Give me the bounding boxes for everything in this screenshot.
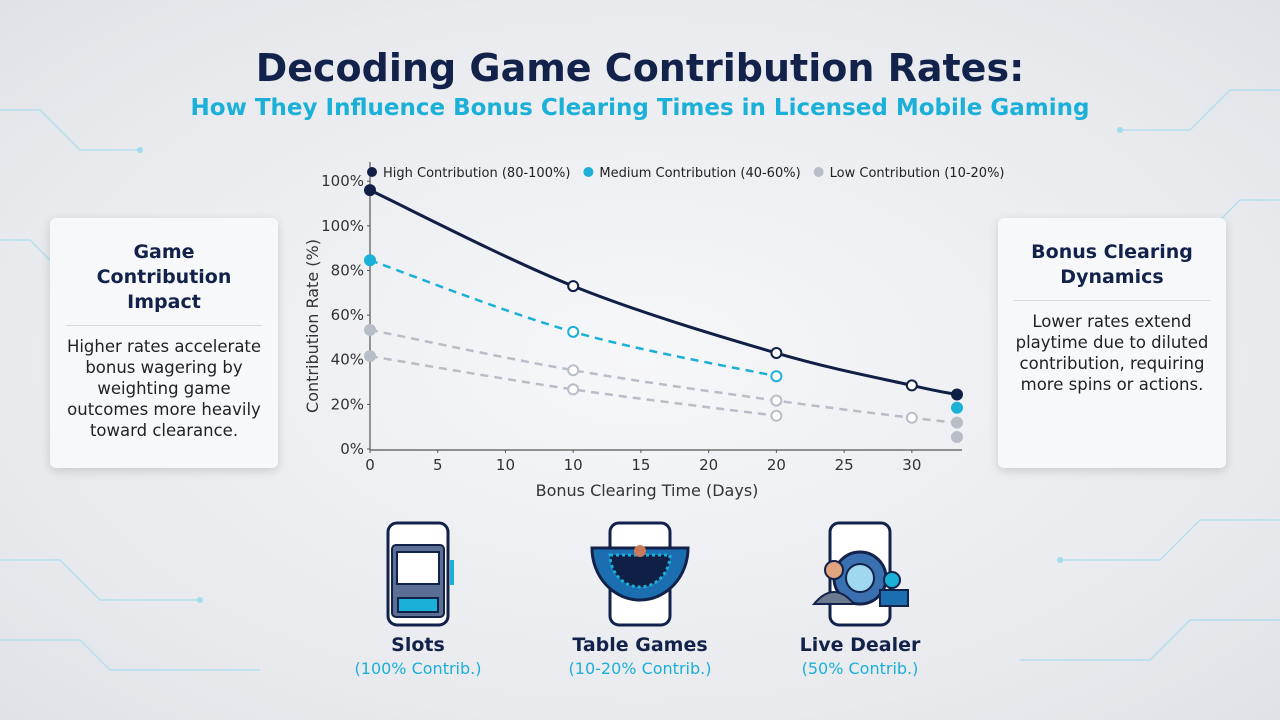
data-point: [905, 379, 918, 392]
slots-icon: [386, 521, 454, 627]
data-point: [364, 350, 376, 363]
x-tick-label: 10: [496, 456, 515, 474]
game-name: Table Games: [572, 634, 708, 656]
x-tick-label: 0: [365, 456, 375, 474]
data-point: [364, 184, 376, 197]
game-name: Live Dealer: [799, 634, 921, 656]
x-tick-label: 20: [767, 456, 786, 474]
data-point: [364, 323, 376, 336]
series-line: [369, 354, 777, 417]
game-note: (10-20% Contrib.): [568, 659, 712, 678]
x-tick-label: 5: [433, 456, 443, 474]
panel-text: Lower rates extend playtime due to dilut…: [1015, 312, 1209, 394]
panel-title: Bonus Clearing Dynamics: [1014, 240, 1210, 301]
data-point: [364, 254, 376, 267]
x-tick-label: 25: [835, 456, 854, 474]
legend-marker: [813, 167, 824, 177]
title: Decoding Game Contribution Rates:: [255, 46, 1025, 90]
x-axis-label: Bonus Clearing Time (Days): [536, 481, 759, 500]
panel-text: Higher rates accelerate bonus wagering b…: [66, 337, 262, 440]
y-tick-label: 60%: [331, 306, 364, 324]
legend-label: Medium Contribution (40-60%): [599, 166, 800, 181]
game-item: Slots (100% Contrib.): [318, 634, 518, 678]
data-point: [770, 409, 783, 422]
subtitle: How They Influence Bonus Clearing Times …: [190, 95, 1090, 121]
game-note: (50% Contrib.): [801, 659, 919, 678]
data-point: [567, 280, 580, 293]
x-tick-label: 20: [699, 456, 718, 474]
data-point: [567, 364, 580, 377]
data-point: [567, 325, 580, 338]
x-tick-label: 15: [631, 456, 650, 474]
game-item: Live Dealer (50% Contrib.): [760, 634, 960, 678]
legend-marker: [583, 167, 594, 177]
data-point: [951, 388, 963, 401]
game-name: Slots: [391, 634, 445, 656]
legend-label: High Contribution (80-100%): [383, 166, 570, 181]
x-tick-label: 10: [564, 456, 583, 474]
data-point: [770, 394, 783, 407]
data-point: [951, 401, 963, 414]
game-note: (100% Contrib.): [354, 659, 482, 678]
y-tick-label: 20%: [331, 395, 364, 413]
data-point: [951, 416, 963, 429]
y-tick-label: 100%: [321, 172, 364, 190]
data-point: [567, 383, 580, 396]
panel-title: Game Contribution Impact: [66, 240, 262, 326]
data-point: [770, 370, 783, 383]
data-point: [951, 430, 963, 443]
x-tick-label: 30: [902, 456, 921, 474]
data-point: [905, 411, 918, 424]
y-tick-label: 40%: [331, 351, 364, 369]
legend-marker: [367, 167, 377, 177]
info-panel: Game Contribution Impact Higher rates ac…: [50, 218, 278, 468]
y-tick-label: 80%: [331, 261, 364, 279]
game-item: Table Games (10-20% Contrib.): [540, 634, 740, 678]
y-tick-label: 0%: [340, 440, 364, 458]
y-axis-label: Contribution Rate (%): [303, 239, 322, 413]
legend-label: Low Contribution (10-20%): [830, 166, 1005, 181]
live-dealer-icon: [811, 521, 909, 627]
table-games-icon: [590, 521, 690, 627]
data-point: [770, 347, 783, 360]
info-panel: Bonus Clearing Dynamics Lower rates exte…: [998, 218, 1226, 468]
y-tick-label: 100%: [321, 217, 364, 235]
